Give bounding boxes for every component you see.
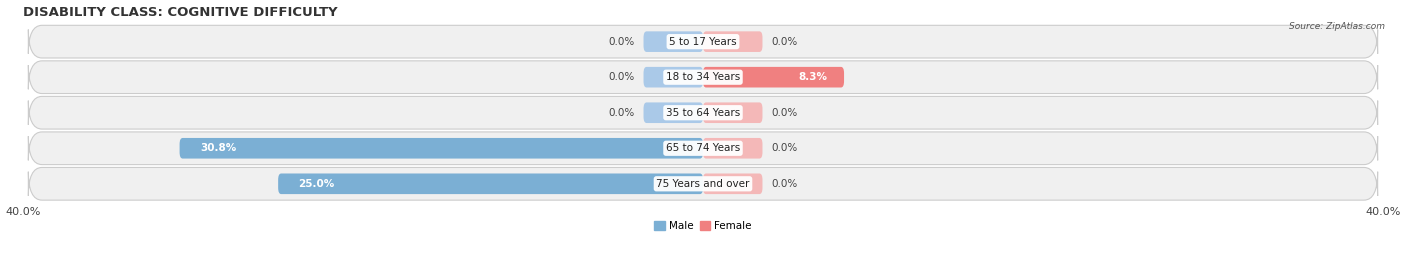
- Text: 0.0%: 0.0%: [770, 143, 797, 153]
- FancyBboxPatch shape: [703, 174, 762, 194]
- Text: 65 to 74 Years: 65 to 74 Years: [666, 143, 740, 153]
- Text: 0.0%: 0.0%: [770, 37, 797, 47]
- Text: 75 Years and over: 75 Years and over: [657, 179, 749, 189]
- FancyBboxPatch shape: [703, 138, 762, 158]
- FancyBboxPatch shape: [278, 174, 703, 194]
- FancyBboxPatch shape: [644, 102, 703, 123]
- FancyBboxPatch shape: [703, 67, 844, 87]
- Text: 25.0%: 25.0%: [298, 179, 335, 189]
- Text: 5 to 17 Years: 5 to 17 Years: [669, 37, 737, 47]
- FancyBboxPatch shape: [28, 167, 1378, 200]
- Text: DISABILITY CLASS: COGNITIVE DIFFICULTY: DISABILITY CLASS: COGNITIVE DIFFICULTY: [24, 6, 337, 19]
- Text: 0.0%: 0.0%: [609, 108, 636, 118]
- Text: 35 to 64 Years: 35 to 64 Years: [666, 108, 740, 118]
- FancyBboxPatch shape: [644, 31, 703, 52]
- Text: 30.8%: 30.8%: [200, 143, 236, 153]
- FancyBboxPatch shape: [703, 31, 762, 52]
- FancyBboxPatch shape: [180, 138, 703, 158]
- FancyBboxPatch shape: [28, 61, 1378, 94]
- FancyBboxPatch shape: [28, 132, 1378, 165]
- FancyBboxPatch shape: [703, 102, 762, 123]
- Text: 0.0%: 0.0%: [770, 108, 797, 118]
- Text: 0.0%: 0.0%: [609, 37, 636, 47]
- FancyBboxPatch shape: [28, 25, 1378, 58]
- Legend: Male, Female: Male, Female: [650, 217, 756, 235]
- FancyBboxPatch shape: [28, 96, 1378, 129]
- Text: Source: ZipAtlas.com: Source: ZipAtlas.com: [1289, 22, 1385, 30]
- Text: 0.0%: 0.0%: [770, 179, 797, 189]
- Text: 8.3%: 8.3%: [799, 72, 827, 82]
- Text: 0.0%: 0.0%: [609, 72, 636, 82]
- Text: 18 to 34 Years: 18 to 34 Years: [666, 72, 740, 82]
- FancyBboxPatch shape: [644, 67, 703, 87]
